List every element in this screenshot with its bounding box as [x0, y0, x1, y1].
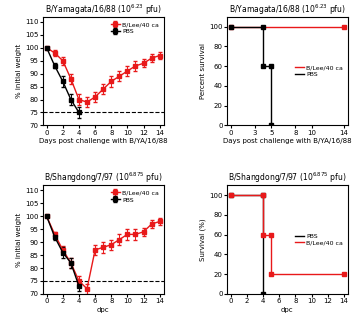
PBS	[261, 64, 265, 68]
PBS	[261, 25, 265, 29]
PBS	[269, 123, 273, 127]
PBS	[269, 64, 273, 68]
PBS	[261, 193, 265, 197]
Line: PBS: PBS	[231, 195, 263, 294]
Line: PBS: PBS	[231, 27, 271, 125]
Y-axis label: % initial weight: % initial weight	[16, 212, 22, 267]
Legend: B/Lee/40 ca, PBS: B/Lee/40 ca, PBS	[109, 188, 160, 204]
PBS	[261, 292, 265, 296]
Legend: PBS, B/Lee/40 ca: PBS, B/Lee/40 ca	[293, 231, 345, 247]
PBS	[229, 25, 233, 29]
Line: B/Lee/40 ca: B/Lee/40 ca	[231, 195, 344, 274]
B/Lee/40 ca	[269, 232, 273, 236]
B/Lee/40 ca	[261, 232, 265, 236]
Y-axis label: Percent survival: Percent survival	[200, 43, 206, 99]
X-axis label: Days post challenge with B/YA/16/88: Days post challenge with B/YA/16/88	[223, 138, 352, 144]
Title: B/Yamagata/16/88 (10$^{6.23}$ pfu): B/Yamagata/16/88 (10$^{6.23}$ pfu)	[229, 2, 346, 17]
Legend: B/Lee/40 ca, PBS: B/Lee/40 ca, PBS	[109, 20, 160, 36]
B/Lee/40 ca	[261, 193, 265, 197]
Title: B/Shangdong/7/97 (10$^{6.875}$ pfu): B/Shangdong/7/97 (10$^{6.875}$ pfu)	[44, 171, 163, 185]
B/Lee/40 ca	[342, 272, 346, 276]
Y-axis label: Survival (%): Survival (%)	[200, 218, 206, 261]
PBS	[229, 193, 233, 197]
Legend: B/Lee/40 ca, PBS: B/Lee/40 ca, PBS	[293, 63, 345, 79]
Y-axis label: % initial weight: % initial weight	[16, 44, 22, 98]
B/Lee/40 ca	[229, 193, 233, 197]
X-axis label: dpc: dpc	[97, 307, 109, 313]
X-axis label: Days post challenge with B/YA/16/88: Days post challenge with B/YA/16/88	[39, 138, 168, 144]
X-axis label: dpc: dpc	[281, 307, 294, 313]
Title: B/Yamagata/16/88 (10$^{6.23}$ pfu): B/Yamagata/16/88 (10$^{6.23}$ pfu)	[45, 2, 162, 17]
B/Lee/40 ca	[269, 272, 273, 276]
Title: B/Shangdong/7/97 (10$^{6.875}$ pfu): B/Shangdong/7/97 (10$^{6.875}$ pfu)	[228, 171, 346, 185]
